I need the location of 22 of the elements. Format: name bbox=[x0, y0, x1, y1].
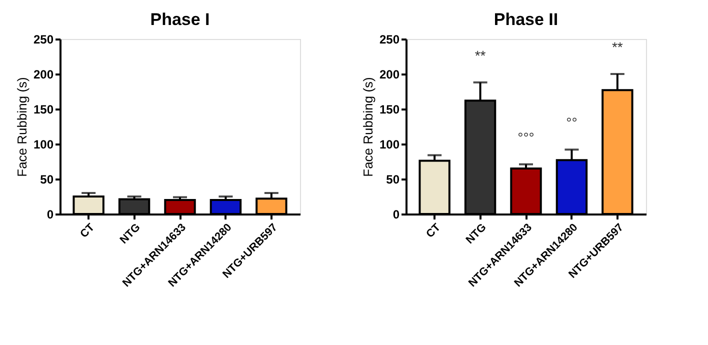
y-tick-label: 250 bbox=[33, 32, 54, 46]
y-tick-label: 150 bbox=[379, 102, 400, 116]
y-tick-label: 200 bbox=[33, 68, 54, 82]
annotation: ** bbox=[612, 39, 624, 55]
y-tick-label: 200 bbox=[379, 68, 400, 82]
y-tick-label: 0 bbox=[392, 208, 400, 222]
x-tick-label: CT bbox=[424, 221, 444, 240]
y-tick-label: 100 bbox=[379, 138, 400, 152]
chart-title: Phase II bbox=[494, 10, 558, 29]
annotation: °° bbox=[566, 114, 578, 131]
y-axis-title: Face Rubbing (s) bbox=[360, 77, 376, 177]
y-tick-label: 100 bbox=[33, 138, 54, 152]
annotation: °°° bbox=[518, 129, 534, 146]
y-tick-label: 50 bbox=[40, 172, 54, 186]
y-tick-label: 250 bbox=[379, 32, 400, 46]
x-tick-label: CT bbox=[78, 221, 98, 240]
chart-title: Phase I bbox=[150, 10, 210, 29]
annotation: ** bbox=[474, 47, 486, 64]
y-tick-label: 50 bbox=[386, 172, 400, 186]
y-tick-label: 150 bbox=[33, 102, 54, 116]
y-tick-label: 0 bbox=[46, 208, 54, 222]
y-axis-title: Face Rubbing (s) bbox=[14, 77, 30, 177]
